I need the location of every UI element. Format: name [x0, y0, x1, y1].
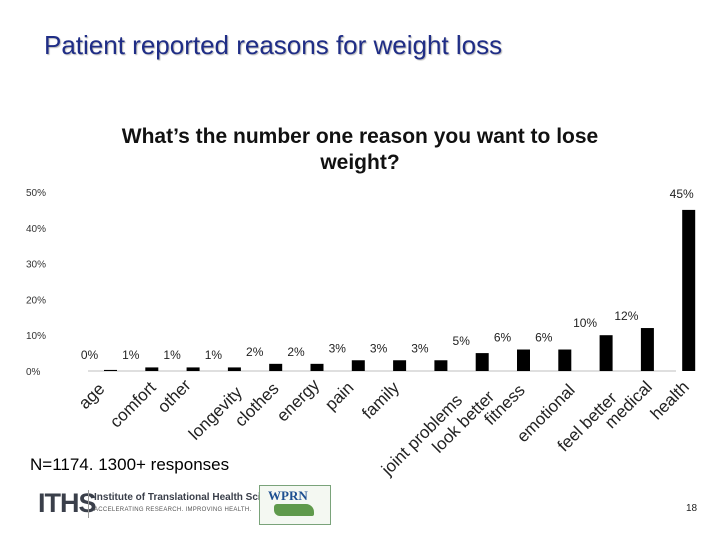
data-label: 10% — [573, 316, 597, 330]
bar — [640, 328, 654, 371]
bar — [269, 363, 283, 371]
y-tick-label: 50% — [26, 188, 46, 199]
data-label: 0% — [81, 348, 99, 362]
x-tick-label: health — [647, 377, 693, 423]
y-tick-label: 30% — [26, 260, 46, 271]
iths-mark: ITHS — [38, 488, 97, 518]
bar — [186, 367, 200, 371]
iths-tagline: ACCELERATING RESEARCH. IMPROVING HEALTH. — [94, 507, 252, 513]
bar — [227, 367, 241, 371]
x-tick-label: energy — [273, 375, 324, 426]
footnote: N=1174. 1300+ responses — [30, 455, 230, 474]
y-tick-label: 20% — [26, 295, 46, 306]
iths-logo: ITHS Institute of Translational Health S… — [36, 488, 289, 522]
data-label: 6% — [494, 331, 512, 345]
data-label: 1% — [163, 348, 181, 362]
data-label: 3% — [370, 341, 388, 355]
data-label: 45% — [670, 187, 694, 201]
bar — [517, 349, 530, 371]
x-tick-label: clothes — [231, 379, 283, 431]
wprn-logo: WPRN — [259, 485, 331, 525]
data-label: 12% — [614, 309, 638, 323]
wprn-mark: WPRN — [268, 488, 308, 503]
bar — [434, 360, 448, 371]
chart-title: What’s the number one reason you want to… — [121, 125, 599, 174]
bar — [475, 353, 489, 371]
data-label: 5% — [453, 334, 471, 348]
logo-divider — [88, 490, 89, 518]
data-label: 3% — [329, 341, 347, 355]
bar — [104, 369, 117, 371]
data-label: 2% — [287, 345, 305, 359]
iths-name: Institute of Translational Health Scienc… — [94, 492, 290, 503]
bar — [682, 209, 696, 371]
x-tick-label: family — [358, 378, 403, 423]
bar — [393, 360, 407, 371]
x-tick-label: other — [154, 375, 195, 416]
bar — [599, 335, 613, 371]
y-tick-label: 0% — [26, 367, 41, 378]
x-tick-label: pain — [321, 378, 357, 414]
bar — [310, 363, 324, 371]
y-tick-label: 40% — [26, 224, 46, 235]
data-label: 6% — [535, 331, 553, 345]
data-label: 1% — [205, 348, 223, 362]
bar — [145, 367, 159, 371]
page-number: 18 — [686, 503, 698, 514]
data-label: 3% — [411, 341, 429, 355]
y-tick-label: 10% — [26, 331, 46, 342]
bar — [558, 349, 572, 371]
x-tick-label: comfort — [106, 378, 160, 432]
wprn-map-icon — [274, 504, 314, 516]
data-label: 1% — [122, 348, 140, 362]
slide-title: Patient reported reasons for weight loss — [44, 30, 503, 60]
bar — [351, 360, 365, 371]
data-label: 2% — [246, 345, 264, 359]
x-tick-label: age — [75, 379, 108, 412]
